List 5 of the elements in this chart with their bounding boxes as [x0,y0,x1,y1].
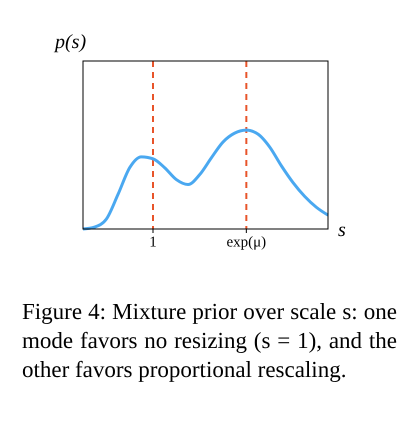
x-axis-title: s [338,219,346,241]
x-tick-label: exp(μ) [226,234,266,251]
x-tick-label: 1 [149,234,157,251]
y-axis-title: p(s) [53,31,86,53]
caption: Figure 4: Mixture prior over scale s: one mode favors no resizing (s = 1), and the other favors proportional rescaling. [22,298,397,384]
